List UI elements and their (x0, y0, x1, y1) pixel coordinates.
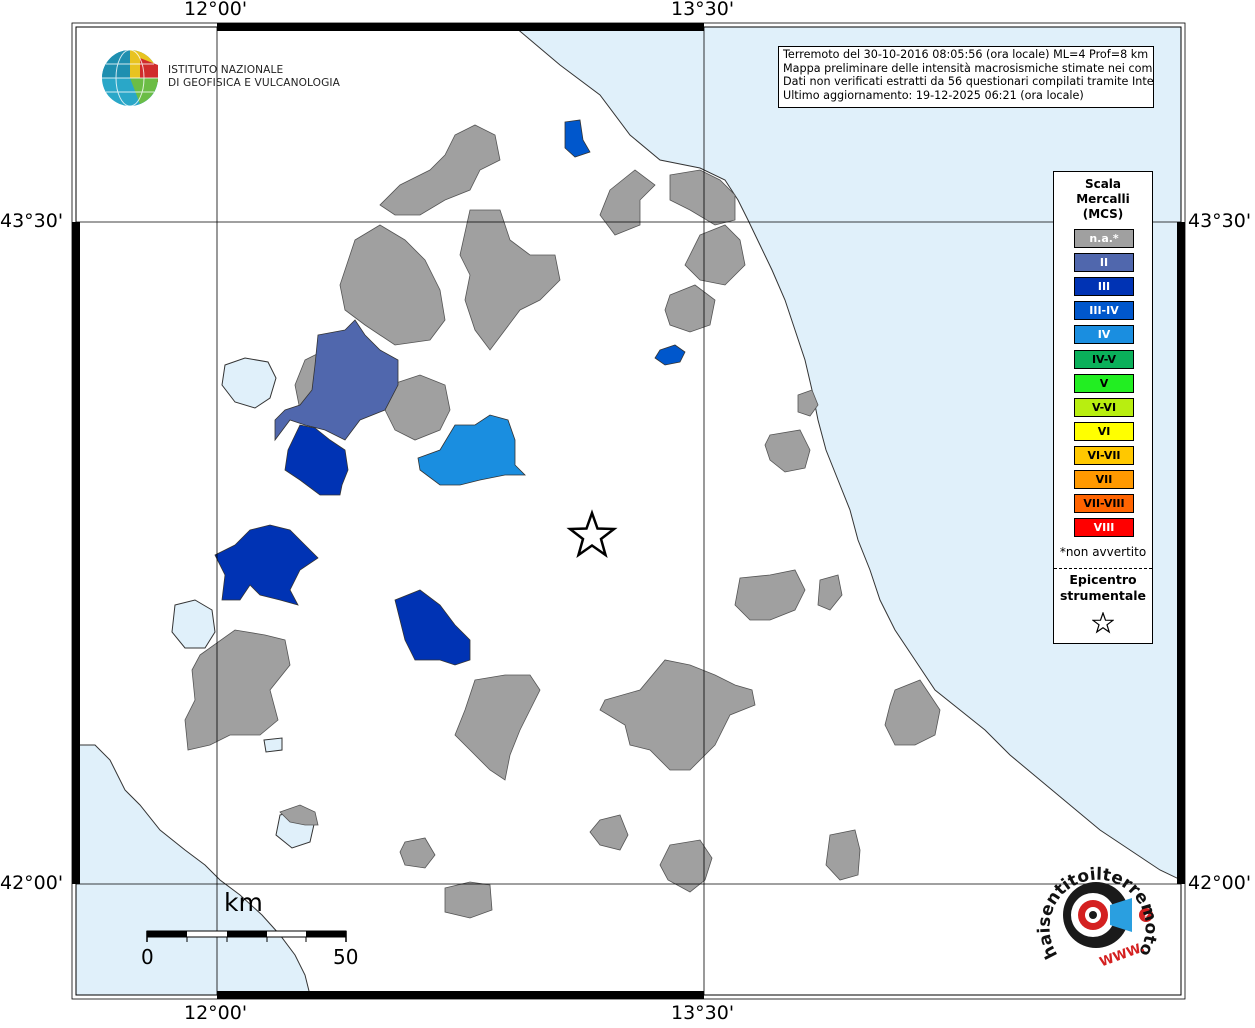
lake-shape (263, 737, 283, 753)
legend-swatch: III (1074, 277, 1134, 297)
legend-swatch: VII-VIII (1074, 494, 1134, 514)
event-info-box: Terremoto del 30-10-2016 08:05:56 (ora l… (778, 46, 1154, 108)
scale-bar (146, 930, 347, 942)
municipality-area (379, 124, 501, 216)
legend-swatch: VII (1074, 470, 1134, 489)
mcs-legend: Scala Mercalli (MCS) n.a.* II III III-IV IV I… (1053, 171, 1153, 644)
coord-left-4330: 43°30' (0, 210, 64, 232)
coord-bottom-1330: 13°30' (671, 1002, 735, 1024)
municipality-area (669, 169, 736, 226)
municipality-area (279, 804, 319, 826)
municipality-area (734, 569, 806, 621)
epicentre-star-icon (566, 509, 618, 559)
municipality-area (764, 429, 811, 473)
legend-separator (1054, 568, 1152, 569)
municipality-area (384, 374, 451, 441)
ingv-line1: ISTITUTO NAZIONALE (168, 64, 284, 76)
legend-note: *non avvertito (1059, 545, 1147, 559)
frame-scale-bars (72, 23, 1185, 999)
municipality-area (339, 224, 446, 346)
legend-star-icon (1092, 612, 1114, 634)
municipality-area (684, 224, 746, 286)
municipality-area (599, 169, 656, 236)
info-line2: Mappa preliminare delle intensità macros… (783, 61, 1154, 75)
ingv-globe-logo (102, 49, 158, 107)
legend-swatch: VI-VII (1074, 445, 1134, 465)
scale-title: km (224, 888, 263, 917)
municipality-area (399, 837, 436, 869)
intensity-IV-area (417, 414, 526, 486)
intensity-III-area (394, 589, 471, 666)
legend-title: Scala Mercalli (MCS) (1054, 177, 1152, 222)
coord-right-4330: 43°30' (1188, 210, 1252, 232)
municipality-area (184, 629, 291, 751)
intensity-IIIIV-area (654, 344, 686, 366)
info-line4: Ultimo aggiornamento: 19-12-2025 06:21 (… (783, 88, 1084, 102)
legend-title-line2: Mercalli (1076, 192, 1130, 206)
svg-text:?: ? (1143, 911, 1149, 922)
legend-swatch: IV (1074, 325, 1134, 345)
ingv-logo-text: ISTITUTO NAZIONALE DI GEOFISICA E VULCAN… (168, 64, 340, 90)
municipality-area (817, 574, 843, 611)
legend-title-line1: Scala (1084, 177, 1122, 191)
municipality-area (884, 679, 941, 746)
ingv-line2: DI GEOFISICA E VULCANOLOGIA (168, 77, 340, 89)
legend-title-line3: (MCS) (1082, 207, 1124, 221)
legend-swatch: n.a.* (1074, 229, 1134, 248)
scale-min: 0 (141, 945, 154, 969)
adriatic-sea (514, 27, 1181, 881)
municipality-area (444, 881, 493, 919)
coord-bottom-12: 12°00' (184, 1002, 248, 1024)
info-line1: Terremoto del 30-10-2016 08:05:56 (ora l… (783, 48, 1149, 61)
scale-max: 50 (333, 945, 359, 969)
lake-shape (171, 599, 216, 649)
intensity-III-area (284, 424, 349, 496)
coord-right-42: 42°00' (1188, 872, 1252, 894)
municipality-area (797, 389, 819, 417)
lake-shape (221, 357, 277, 409)
municipality-area (825, 829, 861, 881)
intensity-II-area (274, 319, 399, 442)
municipality-area (664, 284, 716, 333)
municipality-area (659, 839, 713, 893)
legend-epicentre-label: Epicentro strumentale (1054, 572, 1152, 604)
legend-swatch: V (1074, 373, 1134, 393)
legend-swatch: II (1074, 253, 1134, 273)
legend-epi-line1: Epicentro (1069, 572, 1137, 587)
legend-swatch: III-IV (1074, 301, 1134, 321)
graticule (76, 27, 1181, 995)
intensity-III-area (214, 524, 319, 606)
coord-left-42: 42°00' (0, 872, 64, 894)
legend-swatch: VI (1074, 421, 1134, 441)
legend-swatch: VIII (1074, 518, 1134, 538)
legend-swatch: V-VI (1074, 397, 1134, 417)
legend-swatch: IV-V (1074, 349, 1134, 369)
intensity-IIIIV-area (564, 119, 591, 158)
municipality-area (599, 659, 756, 771)
info-line3: Dati non verificati estratti da 56 quest… (783, 75, 1154, 89)
municipality-area (459, 209, 561, 351)
municipality-area (589, 814, 629, 851)
coord-top-1330: 13°30' (671, 0, 735, 20)
na-municipalities (184, 124, 941, 919)
legend-epi-line2: strumentale (1059, 588, 1147, 603)
municipality-area (454, 674, 541, 781)
coord-top-12: 12°00' (184, 0, 248, 20)
